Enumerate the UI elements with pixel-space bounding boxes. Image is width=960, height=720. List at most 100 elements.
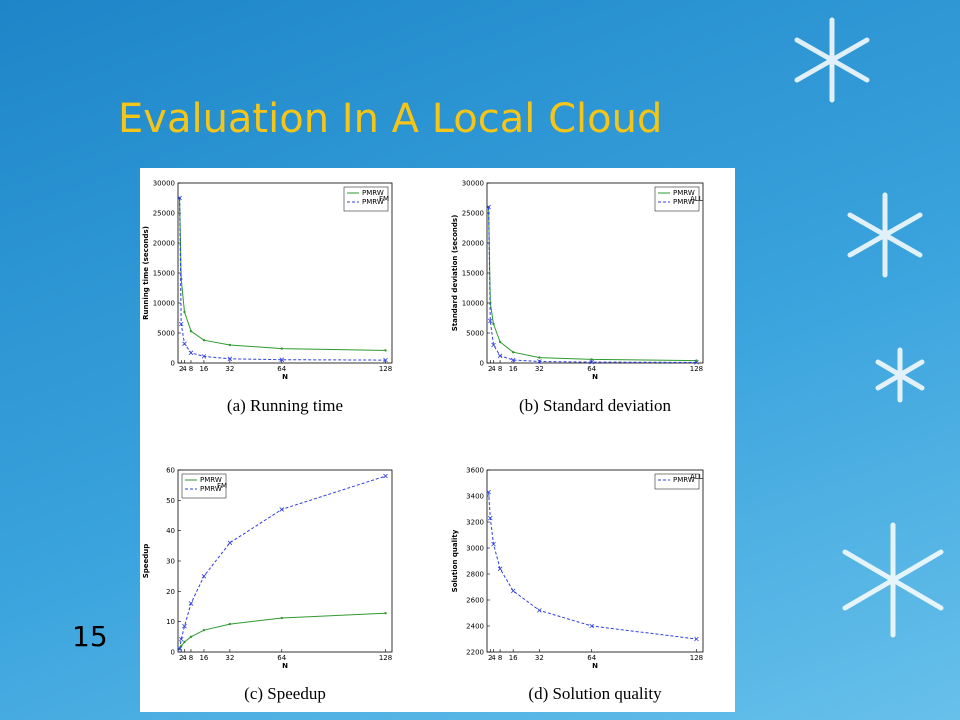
y-tick-label: 10000 [462,300,484,308]
y-tick-label: 10 [166,618,175,626]
figure-panel [140,168,735,712]
marker [492,322,495,326]
legend-label-sup: ALL [690,473,703,481]
marker [511,351,515,354]
marker [590,358,593,361]
marker [189,635,193,639]
legend-label-sup: ALL [690,195,703,203]
y-tick-label: 5000 [157,330,175,338]
y-axis-label: Standard deviation (seconds) [451,215,459,332]
marker [491,541,496,547]
marker [180,644,183,648]
marker [695,359,698,362]
series-line [488,206,697,363]
y-tick-label: 30000 [462,180,484,188]
y-tick-label: 25000 [462,210,484,218]
y-tick-label: 0 [480,360,484,368]
y-axis-label: Running time (seconds) [142,226,150,320]
y-tick-label: 40 [166,527,175,535]
x-tick-label: 64 [587,654,596,662]
x-axis-label: N [592,662,598,670]
legend-box [343,186,389,212]
legend-label: PMRW [362,189,384,197]
page-number: 15 [72,620,108,653]
x-tick-label: 8 [498,365,502,373]
marker [202,628,206,632]
marker [188,601,194,606]
y-tick-label: 30000 [153,180,175,188]
marker [383,357,388,363]
legend-label-sup: FM [217,482,227,490]
marker [228,343,232,347]
caption: (a) Running time [227,396,343,415]
x-tick-label: 128 [379,365,392,373]
x-tick-label: 16 [199,365,208,373]
x-tick-label: 64 [277,365,286,373]
x-tick-label: 4 [182,365,187,373]
y-tick-label: 3200 [466,519,484,527]
marker [279,507,285,512]
x-tick-label: 128 [690,654,703,662]
marker [280,347,283,350]
y-tick-label: 2200 [466,649,484,657]
marker [491,342,496,348]
marker [177,646,182,652]
marker [510,357,516,363]
y-tick-label: 3400 [466,493,484,501]
marker [384,349,387,352]
marker [280,616,283,620]
x-tick-label: 32 [535,654,544,662]
y-tick-label: 2800 [466,571,484,579]
x-tick-label: 32 [225,654,234,662]
marker [487,318,493,324]
marker [537,608,542,613]
marker [201,354,207,359]
slide-title: Evaluation In A Local Cloud [118,96,663,142]
y-tick-label: 20000 [153,240,175,248]
y-tick-label: 30 [166,558,175,566]
marker [589,359,595,365]
marker [279,357,285,362]
y-tick-label: 20000 [462,240,484,248]
marker [694,360,699,365]
x-tick-label: 16 [509,654,518,662]
y-tick-label: 50 [166,497,175,505]
legend-label: PMRW [673,189,695,197]
marker [497,353,503,359]
y-tick-label: 15000 [153,270,175,278]
x-tick-label: 64 [277,654,286,662]
x-axis-label: N [282,373,288,381]
plot-frame [486,469,704,653]
x-tick-label: 8 [189,654,193,662]
y-axis-label: Solution quality [451,529,459,592]
y-tick-label: 10000 [153,300,175,308]
y-tick-label: 15000 [462,270,484,278]
marker [498,340,502,344]
marker [201,573,207,579]
marker [487,515,493,521]
legend-label-sup: FM [379,195,389,203]
x-tick-label: 2 [488,654,492,662]
marker [538,356,541,359]
marker [188,350,194,356]
marker [178,321,184,327]
caption: (c) Speedup [244,684,326,703]
x-tick-label: 8 [189,365,193,373]
x-tick-label: 4 [491,365,496,373]
x-tick-label: 4 [491,654,496,662]
marker [537,359,542,364]
x-tick-label: 64 [587,365,596,373]
x-tick-label: 16 [509,365,518,373]
snowflake [794,17,944,638]
legend-box [654,186,700,212]
x-tick-label: 4 [182,654,187,662]
caption: (d) Solution quality [528,684,662,703]
x-tick-label: 2 [488,365,492,373]
legend-label: PMRW [673,198,695,206]
series-line [179,475,386,650]
marker [202,339,206,342]
legend-label: PMRW [200,485,222,493]
legend-label: PMRW [673,476,695,484]
marker [510,588,516,594]
